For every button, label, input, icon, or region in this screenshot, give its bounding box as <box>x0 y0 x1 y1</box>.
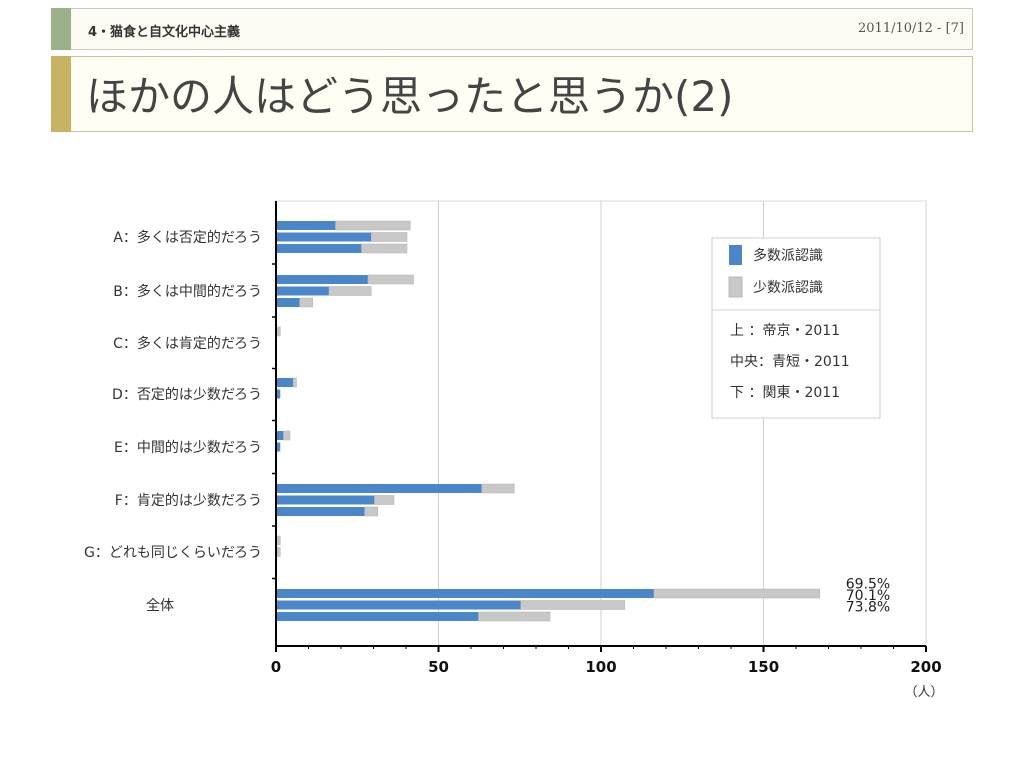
bar-minority <box>276 547 281 557</box>
legend-group-label: 下 ：関東・2011 <box>730 385 840 401</box>
title-bar: ほかの人はどう思ったと思うか(2) <box>51 56 973 132</box>
x-axis: 0 50 100 150 200 （人） <box>271 201 944 700</box>
x-tick-label: 0 <box>271 658 281 676</box>
title-accent <box>51 56 71 132</box>
bar-majority <box>277 600 521 610</box>
bar-minority <box>367 274 414 285</box>
bar-majority <box>277 612 479 621</box>
bar-minority <box>478 611 551 622</box>
bar-majority <box>277 221 336 230</box>
category-label: F：肯定的は少数だろう <box>115 493 262 509</box>
legend-box <box>711 237 881 419</box>
bar-minority <box>361 243 408 254</box>
bar-majority <box>277 507 365 516</box>
bar-minority <box>292 377 297 388</box>
bar-majority <box>277 275 368 284</box>
bar-majority <box>277 431 284 440</box>
bar-majority <box>277 589 654 598</box>
bar-minority <box>374 495 395 505</box>
category-label: B：多くは中間的だろう <box>113 283 262 300</box>
category-label: A：多くは否定的だろう <box>113 229 262 246</box>
bar-majority <box>277 495 375 505</box>
bar-minority <box>283 430 291 441</box>
x-unit-label: （人） <box>904 685 943 700</box>
category-label: D：否定的は少数だろう <box>112 387 262 403</box>
bar-majority <box>277 244 362 253</box>
bar-minority <box>276 326 281 337</box>
x-tick-label: 100 <box>585 658 616 676</box>
category-labels: A：多くは否定的だろう B：多くは中間的だろう C：多くは肯定的だろう D：否定的は少… <box>84 229 890 616</box>
bar-majority <box>277 442 281 452</box>
bar-majority <box>277 298 300 307</box>
bar-minority <box>276 535 281 546</box>
x-tick-label: 50 <box>428 658 449 676</box>
slide-title: ほかの人はどう思ったと思うか(2) <box>86 72 734 121</box>
bar-majority <box>277 232 372 242</box>
legend-series-label: 多数派認識 <box>753 247 823 264</box>
legend-group-label: 上 ：帝京・2011 <box>730 323 840 339</box>
category-label: G：どれも同じくらいだろう <box>84 545 262 561</box>
x-tick-label: 200 <box>910 658 941 676</box>
bar-majority <box>277 484 482 493</box>
bar-minority <box>370 232 408 242</box>
page-number: 2011/10/12 - [7] <box>858 21 964 36</box>
bar-minority <box>335 220 411 231</box>
bar-minority <box>299 297 314 308</box>
percent-annotation: 70.1% <box>846 588 890 604</box>
bar-minority <box>481 483 515 494</box>
x-tick-label: 150 <box>748 658 779 676</box>
bar-minority <box>328 286 372 296</box>
bars-layer <box>276 220 821 622</box>
category-label: C：多くは肯定的だろう <box>113 335 262 352</box>
legend-swatch <box>729 245 742 265</box>
section-label: 4・猫食と自文化中心主義 <box>88 25 241 40</box>
bar-minority <box>653 588 821 599</box>
legend-swatch <box>728 276 743 298</box>
category-label: E：中間的は少数だろう <box>114 440 262 456</box>
bar-majority <box>277 286 329 296</box>
legend-series-label: 少数派認識 <box>753 280 823 296</box>
bar-majority <box>277 378 294 387</box>
percent-annotation: 73.8% <box>846 600 890 616</box>
legend-group-label: 中央：青短・2011 <box>730 354 850 370</box>
percent-annotation: 69.5% <box>846 577 890 593</box>
header-bar: 4・猫食と自文化中心主義 2011/10/12 - [7] <box>51 8 973 50</box>
bar-minority <box>520 600 626 610</box>
header-accent <box>51 8 71 50</box>
bar-minority <box>364 506 379 517</box>
bar-majority <box>277 389 281 399</box>
category-label: 全体 <box>146 597 174 614</box>
